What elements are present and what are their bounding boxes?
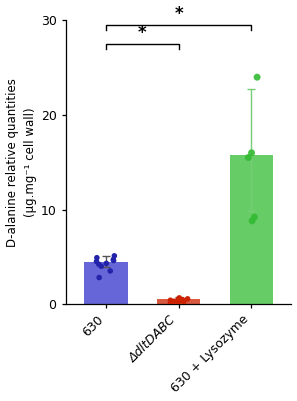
Point (249, 150, 254, 156)
Point (94, 258, 99, 265)
Point (111, 257, 116, 264)
Point (180, 297, 185, 303)
Point (104, 260, 109, 267)
Point (94, 255, 99, 261)
Point (181, 298, 186, 305)
Point (168, 300, 173, 306)
Point (177, 295, 182, 301)
Point (246, 154, 251, 161)
Point (250, 218, 255, 224)
Point (176, 296, 181, 302)
Text: *: * (138, 24, 146, 42)
Point (252, 214, 257, 220)
Point (172, 298, 176, 304)
Text: *: * (174, 5, 183, 23)
Point (111, 256, 116, 263)
Point (185, 296, 190, 302)
Point (176, 299, 181, 305)
Point (108, 268, 113, 274)
Bar (230, 155, 273, 304)
Point (97, 274, 102, 281)
Bar (157, 299, 200, 304)
Point (168, 297, 173, 304)
Point (255, 74, 260, 80)
Point (112, 253, 117, 259)
Bar (84, 261, 127, 304)
Point (99, 263, 104, 269)
Point (97, 261, 101, 267)
Y-axis label: D-alanine relative quantities
(µg.mg⁻¹ cell wall): D-alanine relative quantities (µg.mg⁻¹ c… (6, 78, 37, 247)
Point (175, 298, 180, 304)
